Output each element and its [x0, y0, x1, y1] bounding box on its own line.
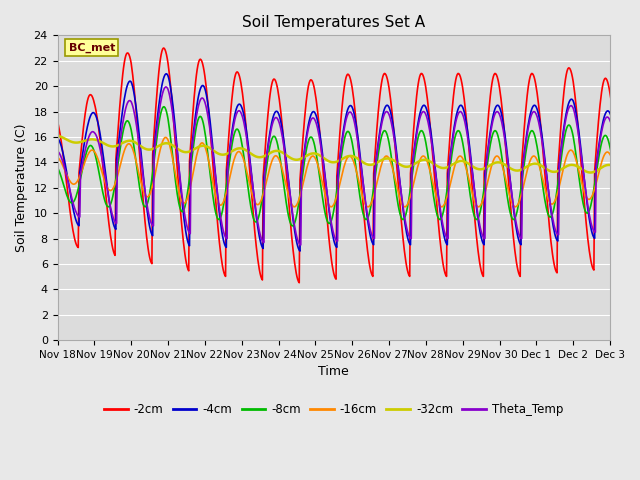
-2cm — [296, 280, 303, 286]
-8cm — [161, 104, 168, 109]
-2cm — [320, 177, 328, 182]
-32cm — [463, 160, 470, 166]
-4cm — [464, 132, 472, 137]
-32cm — [297, 156, 305, 162]
-32cm — [587, 169, 595, 175]
Theta_Temp — [624, 220, 632, 226]
-4cm — [624, 225, 632, 231]
-4cm — [56, 139, 63, 145]
Theta_Temp — [56, 151, 63, 157]
-2cm — [54, 119, 61, 124]
Theta_Temp — [54, 148, 61, 154]
Line: -4cm: -4cm — [58, 74, 628, 251]
-32cm — [54, 133, 61, 139]
Text: BC_met: BC_met — [68, 43, 115, 53]
Y-axis label: Soil Temperature (C): Soil Temperature (C) — [15, 123, 28, 252]
-16cm — [56, 157, 63, 163]
-2cm — [478, 270, 486, 276]
-8cm — [478, 200, 486, 206]
-4cm — [298, 164, 306, 170]
-32cm — [477, 167, 484, 172]
-8cm — [54, 165, 61, 170]
Theta_Temp — [464, 137, 472, 143]
-2cm — [464, 135, 472, 141]
Theta_Temp — [478, 231, 486, 237]
Line: -16cm: -16cm — [58, 137, 628, 207]
Theta_Temp — [134, 128, 141, 134]
-4cm — [320, 162, 328, 168]
-2cm — [56, 130, 63, 135]
-16cm — [464, 173, 472, 179]
-8cm — [624, 203, 632, 209]
Theta_Temp — [162, 84, 170, 90]
-4cm — [478, 237, 486, 243]
X-axis label: Time: Time — [318, 365, 349, 379]
-2cm — [624, 258, 632, 264]
-32cm — [319, 154, 326, 160]
-32cm — [56, 133, 63, 139]
-16cm — [624, 194, 632, 200]
-2cm — [159, 45, 167, 51]
Line: -8cm: -8cm — [58, 107, 628, 226]
-16cm — [54, 155, 61, 160]
-4cm — [134, 115, 141, 120]
-8cm — [298, 174, 306, 180]
-32cm — [134, 141, 141, 146]
-8cm — [289, 223, 296, 229]
Title: Soil Temperatures Set A: Soil Temperatures Set A — [242, 15, 426, 30]
-2cm — [134, 123, 141, 129]
-16cm — [478, 200, 486, 206]
-4cm — [163, 71, 170, 77]
Theta_Temp — [298, 166, 306, 172]
Line: -2cm: -2cm — [58, 48, 628, 283]
-16cm — [320, 186, 328, 192]
-8cm — [134, 169, 141, 175]
-16cm — [291, 204, 298, 210]
-4cm — [54, 135, 61, 141]
-8cm — [464, 177, 472, 182]
-8cm — [320, 203, 328, 209]
Legend: -2cm, -4cm, -8cm, -16cm, -32cm, Theta_Temp: -2cm, -4cm, -8cm, -16cm, -32cm, Theta_Te… — [99, 398, 568, 420]
-16cm — [162, 134, 170, 140]
Line: Theta_Temp: Theta_Temp — [58, 87, 628, 245]
Theta_Temp — [297, 242, 305, 248]
Theta_Temp — [320, 165, 328, 171]
-32cm — [624, 169, 632, 175]
-8cm — [56, 170, 63, 176]
-4cm — [296, 248, 304, 254]
-16cm — [298, 184, 306, 190]
Line: -32cm: -32cm — [58, 136, 628, 172]
-2cm — [298, 144, 306, 150]
-16cm — [134, 164, 141, 169]
